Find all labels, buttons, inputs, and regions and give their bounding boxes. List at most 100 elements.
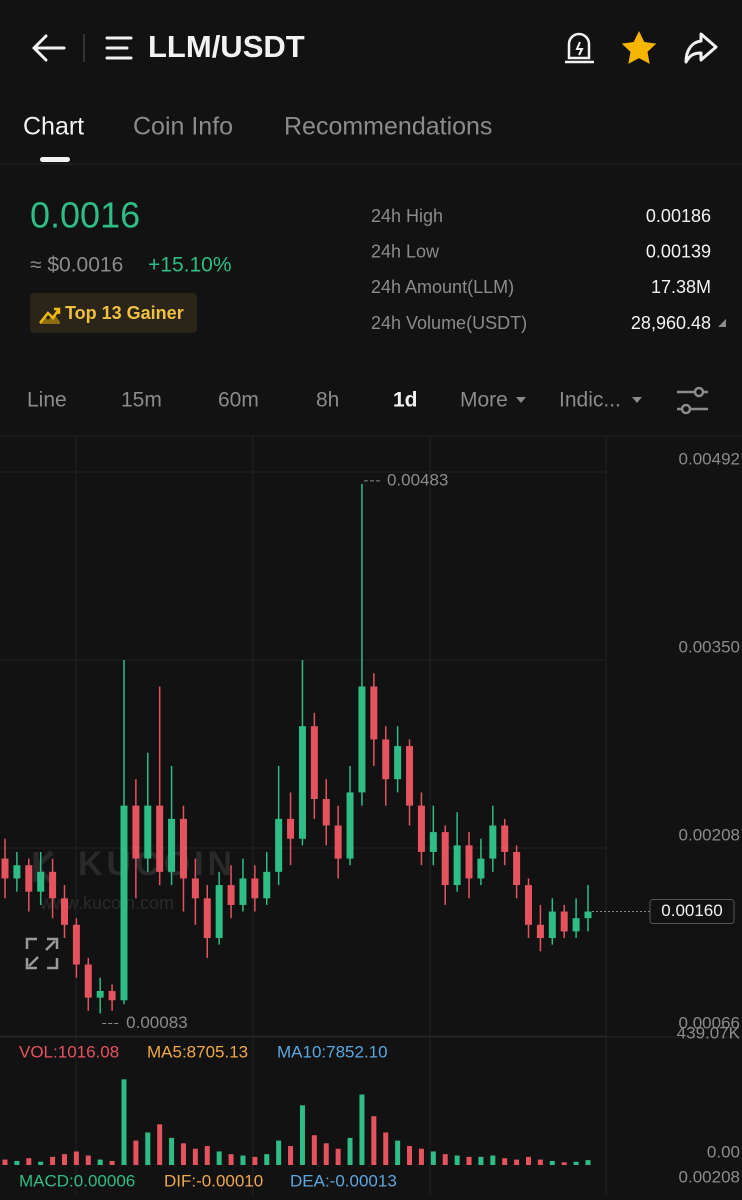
stat-value: 0.00139 (646, 241, 711, 261)
volume-bar (418, 1148, 424, 1165)
stat-caret (718, 319, 726, 327)
candle-body (179, 818, 187, 879)
candle-body (72, 924, 80, 965)
volume-bar (549, 1160, 555, 1165)
interval-option[interactable]: Indic... (559, 389, 621, 412)
volume-bar (252, 1156, 258, 1165)
volume-bar (466, 1156, 472, 1165)
volume-bar (157, 1124, 163, 1165)
macd-legend: MACD:0.00006 (19, 1171, 135, 1190)
stat-value: 17.38M (651, 277, 711, 297)
volume-bar (288, 1146, 294, 1165)
tab[interactable]: Recommendations (284, 113, 492, 141)
volume-bar (299, 1105, 305, 1165)
candle-body (358, 686, 366, 793)
last-price: 0.0016 (30, 195, 140, 236)
macd-legend: DIF:-0.00010 (164, 1171, 263, 1190)
candle-body (382, 739, 390, 780)
volume-bar (133, 1140, 139, 1165)
last-price-tag (649, 899, 735, 925)
volume-bar (180, 1143, 186, 1165)
usd-price: ≈ $0.0016 (30, 254, 123, 277)
candle-body (298, 726, 306, 839)
volume-bar (38, 1161, 44, 1165)
menu-button[interactable] (105, 36, 133, 60)
volume-bar (264, 1154, 270, 1165)
dropdown-caret (632, 397, 642, 403)
candle-body (13, 865, 21, 879)
tab[interactable]: Coin Info (133, 113, 233, 141)
volume-bar (514, 1159, 520, 1165)
candle-body (120, 805, 128, 1001)
interval-option[interactable]: 60m (218, 389, 259, 412)
alert-button[interactable] (565, 32, 594, 64)
interval-option[interactable]: More (460, 389, 508, 412)
candle-body (501, 825, 509, 852)
volume-bar (26, 1158, 32, 1165)
volume-bar (73, 1151, 79, 1165)
candle-body (168, 818, 176, 872)
candle-body (370, 686, 378, 740)
interval-option[interactable]: 8h (316, 389, 339, 412)
candle-body (334, 825, 342, 859)
candle-body (96, 990, 104, 998)
watermark-url: www.kucoin.com (39, 893, 174, 913)
candle-body (203, 898, 211, 939)
gainer-badge[interactable] (30, 293, 197, 333)
badge-icon-fill (40, 314, 60, 324)
candle-body (108, 990, 116, 1001)
candle-body (322, 799, 330, 826)
candle-body (548, 911, 556, 939)
y-tick-label: 0.00208 (679, 825, 740, 844)
volume-bar (323, 1143, 329, 1165)
watermark-brand: KUCOIN (78, 845, 236, 883)
volume-bar (561, 1162, 567, 1165)
volume-bar (573, 1161, 579, 1165)
volume-bar (585, 1160, 591, 1165)
volume-bar (311, 1135, 317, 1165)
candle-body (584, 911, 592, 919)
candle-body (394, 746, 402, 780)
share-button[interactable] (684, 32, 718, 64)
candle-body (215, 885, 223, 939)
volume-bar (85, 1155, 91, 1165)
stats: 24h High 0.00186 24h Low 0.00139 24h Amount(… (371, 206, 726, 333)
macd-tick-label: 0.00208 (679, 1167, 740, 1186)
candle-body (572, 918, 580, 932)
volume-bar (192, 1148, 198, 1165)
volume-bar (526, 1156, 532, 1165)
price-change: +15.10% (148, 254, 232, 277)
interval-option[interactable]: 15m (121, 389, 162, 412)
last-price-label: 0.00160 (661, 901, 722, 920)
chart: 0.004920.003500.002080.000660.004830.000… (0, 437, 742, 1195)
volume-bar (383, 1132, 389, 1165)
volume-bar (14, 1160, 20, 1165)
volume-bar (335, 1148, 341, 1165)
dropdown-caret (516, 397, 526, 403)
fullscreen-button[interactable] (25, 937, 59, 970)
volume-bar (109, 1160, 115, 1165)
candle-body (275, 818, 283, 872)
candle-body (263, 871, 271, 899)
candle-body (441, 832, 449, 886)
candle-body (49, 871, 57, 899)
candle-body (536, 924, 544, 939)
stat-label: 24h Low (371, 241, 440, 261)
volume-bar (537, 1159, 543, 1165)
volume-bar (121, 1079, 127, 1165)
tab[interactable]: Chart (23, 113, 84, 141)
back-button[interactable] (32, 34, 66, 62)
candle-body (37, 871, 45, 892)
interval-option[interactable]: Line (27, 389, 67, 412)
pair-title: LLM/USDT (148, 29, 305, 64)
interval-option[interactable]: 1d (393, 389, 418, 412)
candle-body (132, 805, 140, 859)
volume-bar (502, 1158, 508, 1165)
interval-bar: Line 15m 60m 8h 1d More Indic... (27, 389, 621, 412)
volume-bar (430, 1151, 436, 1165)
chart-settings[interactable] (677, 386, 708, 415)
volume-bar (216, 1151, 222, 1165)
favorite-button[interactable] (621, 31, 657, 64)
candle-body (156, 805, 164, 872)
volume-bar (478, 1156, 484, 1165)
